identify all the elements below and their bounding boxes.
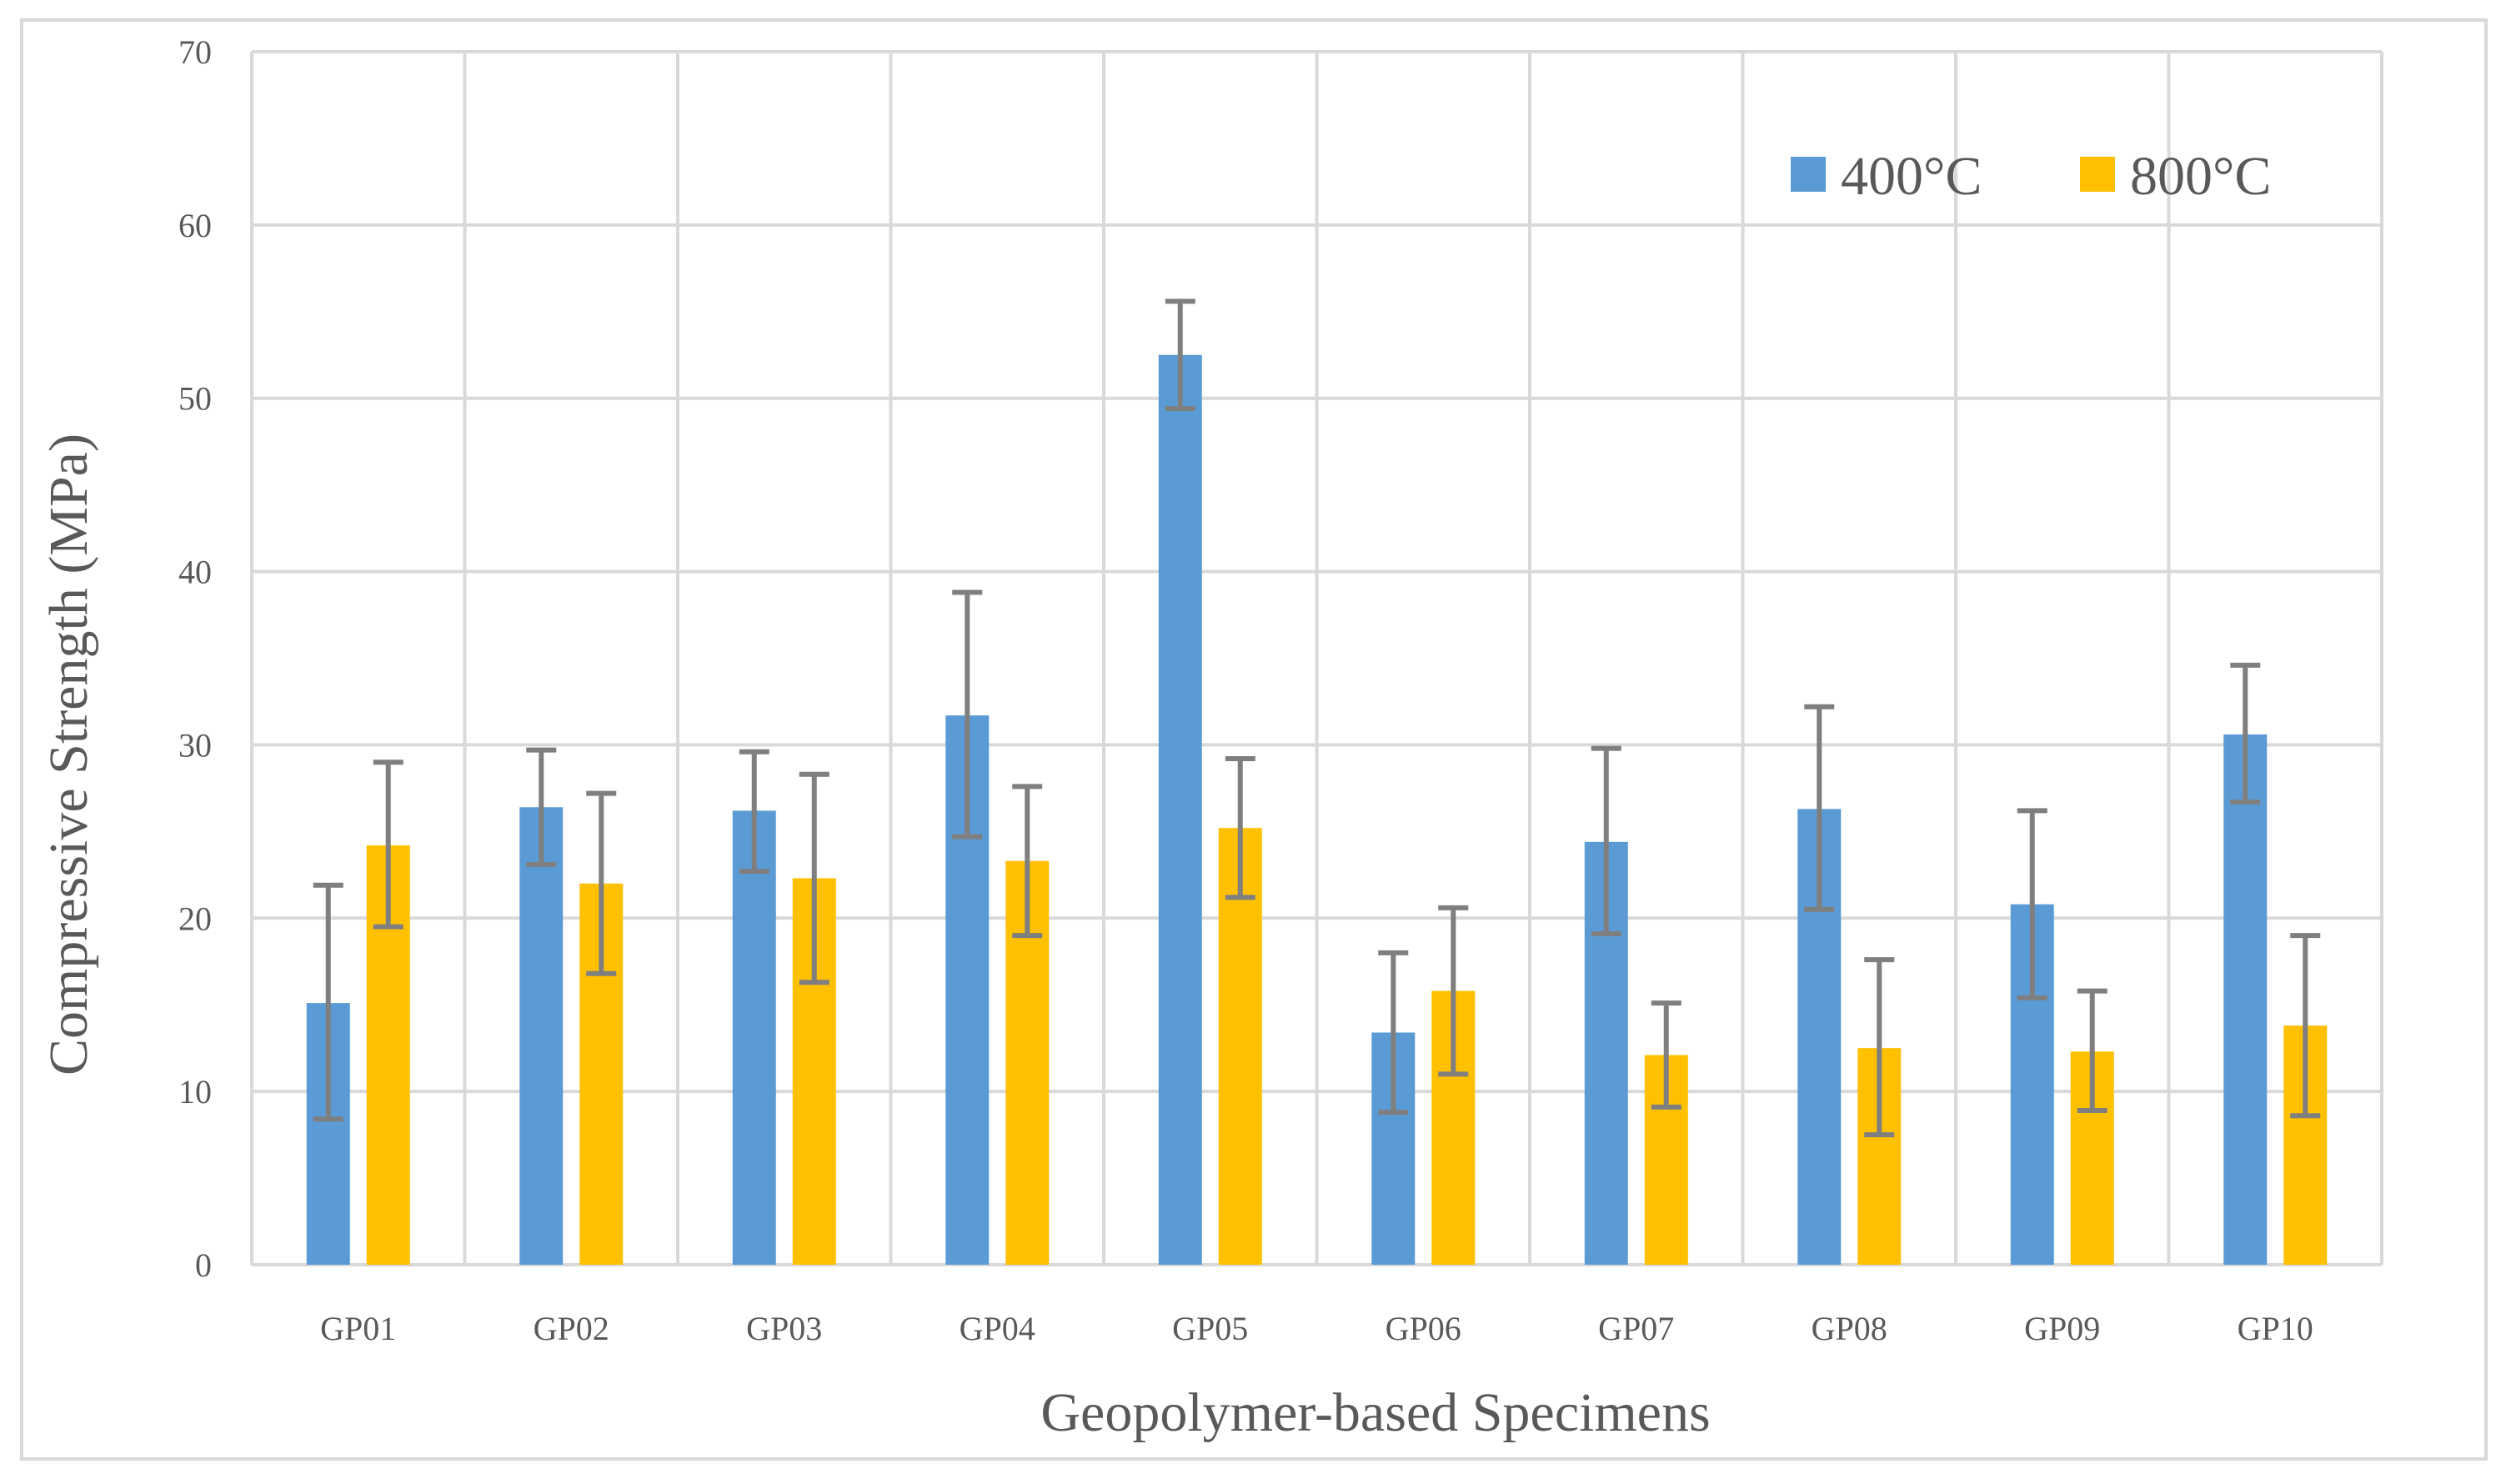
- error-bar-gp07-800: [1651, 1000, 1682, 1110]
- x-tick-label: GP04: [960, 1310, 1035, 1347]
- tick-labels-layer: 0 10 20 30 40 50 60 70 GP01 GP02 GP03 GP04 GP05 GP06 G…: [178, 33, 2313, 1347]
- legend-swatch-800: [2080, 157, 2115, 192]
- error-bar-gp07-400: [1591, 745, 1621, 936]
- legend: 400°C 800°C: [1791, 146, 2271, 207]
- y-tick-label: 40: [178, 554, 212, 591]
- error-bar-gp03-800: [799, 771, 829, 985]
- bar-gp02-400: [519, 807, 564, 1265]
- error-bar-gp06-800: [1438, 905, 1469, 1077]
- x-tick-label: GP01: [320, 1310, 396, 1347]
- x-axis-title: Geopolymer-based Specimens: [1040, 1382, 1710, 1443]
- y-tick-label: 10: [178, 1073, 212, 1110]
- legend-swatch-400: [1791, 157, 1826, 192]
- error-bar-gp10-400: [2230, 662, 2261, 805]
- y-tick-label: 30: [178, 726, 212, 764]
- error-bar-gp08-800: [1864, 957, 1895, 1138]
- error-bar-gp09-400: [2017, 808, 2047, 1000]
- bar-gp03-400: [732, 810, 776, 1265]
- bars-layer: [306, 354, 2328, 1265]
- legend-label-400: 400°C: [1841, 146, 1982, 207]
- error-bar-gp08-400: [1804, 704, 1835, 912]
- y-tick-label: 70: [178, 33, 212, 71]
- error-bar-gp02-800: [586, 790, 617, 976]
- y-axis-title: Compressive Strength (MPa): [38, 434, 99, 1075]
- grid-layer: [250, 50, 2383, 1266]
- legend-label-800: 800°C: [2130, 146, 2271, 207]
- bar-gp10-400: [2223, 734, 2268, 1265]
- error-bar-gp04-400: [952, 589, 983, 840]
- error-bar-gp03-400: [739, 749, 769, 875]
- y-tick-label: 20: [178, 900, 212, 937]
- x-tick-label: GP05: [1172, 1310, 1248, 1347]
- error-bars-layer: [313, 298, 2321, 1138]
- bar-gp05-400: [1158, 354, 1202, 1265]
- x-tick-label: GP07: [1598, 1310, 1674, 1347]
- y-tick-label: 0: [195, 1246, 212, 1284]
- error-bar-gp04-800: [1012, 784, 1043, 939]
- x-tick-label: GP06: [1386, 1310, 1461, 1347]
- x-tick-label: GP08: [1812, 1310, 1887, 1347]
- error-bar-gp06-400: [1378, 950, 1409, 1116]
- error-bar-gp10-800: [2290, 933, 2321, 1119]
- error-bar-gp05-800: [1225, 756, 1256, 900]
- error-bar-gp01-400: [313, 882, 343, 1122]
- error-bar-gp01-800: [373, 760, 403, 930]
- bar-gp05-800: [1218, 828, 1262, 1265]
- x-tick-label: GP02: [534, 1310, 609, 1347]
- x-tick-label: GP09: [2024, 1310, 2100, 1347]
- error-bar-gp02-400: [526, 747, 557, 867]
- y-tick-label: 60: [178, 207, 212, 244]
- x-tick-label: GP10: [2238, 1310, 2313, 1347]
- error-bar-gp09-800: [2077, 988, 2108, 1114]
- x-tick-label: GP03: [746, 1310, 822, 1347]
- error-bar-gp05-400: [1165, 298, 1195, 412]
- y-tick-label: 50: [178, 380, 212, 418]
